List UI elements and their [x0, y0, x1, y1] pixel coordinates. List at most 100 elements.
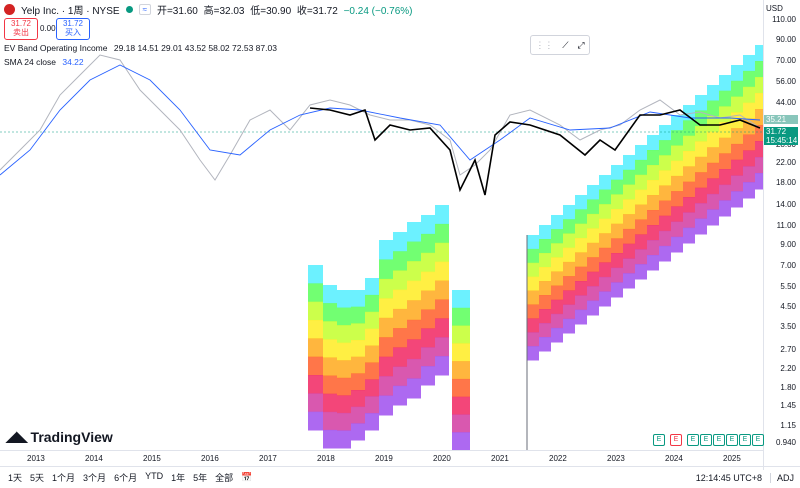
ev-band-segment [611, 267, 623, 283]
ev-band-segment [755, 61, 764, 78]
adj-toggle[interactable]: ADJ [769, 472, 794, 483]
ev-band-segment [351, 323, 365, 341]
ev-band-segment [587, 213, 599, 229]
price-tick: 9.00 [780, 240, 796, 249]
ev-band-segment [731, 128, 743, 145]
ev-band-segment [635, 159, 647, 176]
low-value: 低=30.90 [250, 5, 292, 17]
ev-band-segment [635, 174, 647, 191]
ev-band-segment [659, 245, 671, 262]
ev-band-segment [599, 276, 611, 292]
ev-band-segment [351, 340, 365, 358]
ev-band-segment [659, 155, 671, 171]
ev-band-segment [539, 267, 551, 282]
ev-band-segment [731, 159, 743, 176]
ev-band-segment [393, 270, 407, 291]
date-range-icon[interactable]: 📅 [241, 472, 253, 482]
bar-countdown: 15:45:14 [766, 136, 798, 145]
indicator-legend-ev[interactable]: EV Band Operating Income 29.18 14.51 29.… [4, 43, 277, 53]
price-axis[interactable]: 110.0090.0070.0056.0044.0035.0028.0022.0… [763, 0, 800, 470]
ev-band-segment [308, 411, 323, 431]
ev-band-segment [379, 259, 393, 280]
currency-label[interactable]: USD [766, 4, 783, 13]
earnings-icon[interactable]: E [653, 434, 665, 446]
price-tick: 2.70 [780, 345, 796, 354]
ev-band-segment [707, 116, 719, 133]
drag-handle-icon[interactable]: ⋮⋮ [535, 39, 554, 50]
ev-band-segment [659, 170, 671, 186]
indicator-legend-sma[interactable]: SMA 24 close 34.22 [4, 57, 84, 67]
range-button[interactable]: 5天 [30, 473, 45, 483]
ev-band-segment [323, 429, 337, 449]
ev-band-segment [599, 175, 611, 191]
trend-line-icon[interactable]: ⟋ [562, 39, 569, 50]
ev-band-segment [539, 323, 551, 338]
earnings-icon[interactable]: E [752, 434, 764, 446]
ev-band-segment [421, 366, 435, 386]
range-button[interactable]: 6个月 [114, 473, 138, 483]
ev-band-segment [575, 209, 587, 225]
ev-band-segment [393, 308, 407, 329]
earnings-icon[interactable]: E [739, 434, 751, 446]
price-chart[interactable] [0, 0, 764, 450]
ev-band-segment [421, 271, 435, 292]
ev-band-segment [365, 379, 379, 397]
ohlc-values: 开=31.60 高=32.03 低=30.90 收=31.72 −0.24 (−… [157, 2, 416, 17]
range-button[interactable]: 3个月 [83, 473, 107, 483]
ev-band-segment [323, 393, 337, 413]
range-button[interactable]: YTD [145, 471, 164, 481]
ev-band-segment [551, 327, 563, 343]
sma-price-tag: 35.21 [764, 115, 798, 124]
price-tick: 44.00 [775, 98, 796, 107]
ev-band-segment [575, 238, 587, 253]
ev-band-segment [683, 151, 695, 167]
indicator-name: EV Band Operating Income [4, 43, 108, 53]
ev-band-segment [599, 262, 611, 278]
range-button[interactable]: 1个月 [52, 473, 76, 483]
range-button[interactable]: 全部 [215, 473, 234, 483]
ev-band-segment [755, 45, 764, 62]
range-button[interactable]: 5年 [193, 473, 208, 483]
ev-band-segment [365, 396, 379, 414]
ev-band-segment [308, 375, 323, 394]
ev-band-segment [351, 390, 365, 408]
ev-band-segment [337, 412, 351, 431]
ev-band-segment [743, 134, 755, 151]
symbol-title[interactable]: Yelp Inc. · 1周 · NYSE [21, 5, 120, 17]
ev-band-segment [695, 203, 707, 220]
ev-band-segment [421, 347, 435, 367]
sell-button[interactable]: 31.72 卖出 [4, 18, 38, 40]
ev-band-segment [351, 290, 365, 308]
ev-band-segment [551, 285, 563, 301]
ev-band-segment [323, 285, 337, 304]
ev-band-segment [719, 122, 731, 139]
sma-line [0, 64, 761, 176]
ev-band-segment [695, 172, 707, 189]
ev-band-segment [671, 115, 683, 131]
earnings-icon[interactable]: E [726, 434, 738, 446]
ev-band-segment [308, 356, 323, 376]
ev-band-segment [337, 325, 351, 344]
clock[interactable]: 12:14:45 UTC+8 [695, 472, 762, 483]
compare-icon[interactable]: ≈ [138, 3, 151, 15]
ray-line-icon[interactable]: ⤢ [577, 39, 585, 50]
ev-band-segment [308, 301, 323, 321]
ev-band-segment [659, 230, 671, 247]
ev-band-segment [407, 378, 421, 399]
buy-button[interactable]: 31.72 买入 [56, 18, 90, 40]
tradingview-logo[interactable]: ◢◣ TradingView [6, 428, 113, 445]
time-axis[interactable]: 2013 2014 2015 2016 2017 2018 2019 2020 2021 2022… [0, 450, 764, 467]
ev-band-segment [695, 95, 707, 111]
range-button[interactable]: 1年 [171, 473, 186, 483]
earnings-icon[interactable]: E [713, 434, 725, 446]
earnings-icon[interactable]: E [687, 434, 699, 446]
ev-band-segment [435, 299, 449, 319]
ev-band-segment [623, 184, 635, 200]
price-tick: 7.00 [780, 261, 796, 270]
earnings-icon[interactable]: E [700, 434, 712, 446]
range-button[interactable]: 1天 [8, 473, 23, 483]
brand-name: TradingView [30, 428, 113, 445]
ev-band-segment [351, 406, 365, 424]
ev-band-segment [743, 102, 755, 120]
earnings-icon[interactable]: E [670, 434, 682, 446]
